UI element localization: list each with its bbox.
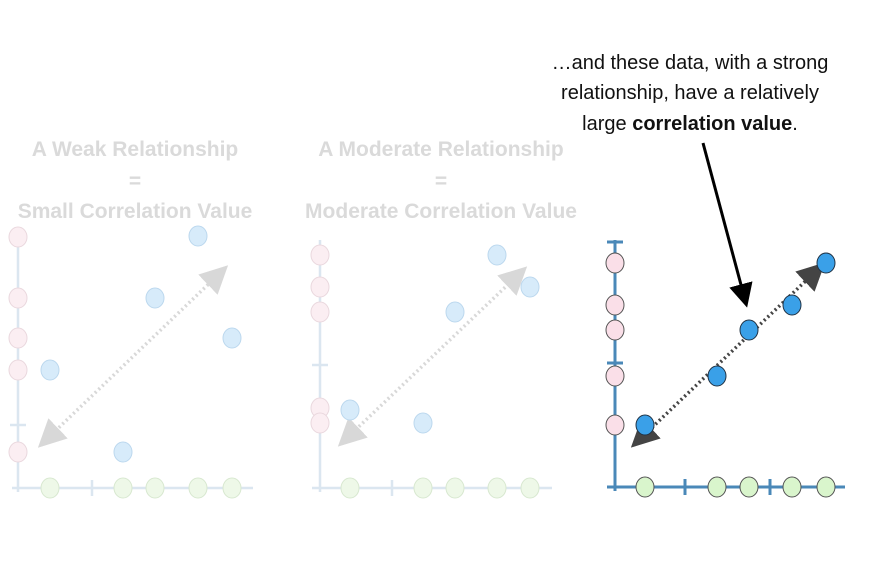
data-dot [635,414,655,436]
x-projection-dot [635,476,655,498]
callout-text: . [792,113,798,135]
data-dot [340,399,360,421]
data-dot [707,365,727,387]
data-dot [145,287,165,309]
y-projection-dot [605,319,625,341]
panel-title: A Weak Relationship [32,138,239,161]
data-dot [445,301,465,323]
y-projection-dot [310,276,330,298]
data-dot [816,252,836,274]
panel-title: = [129,170,141,193]
x-projection-dot [816,476,836,498]
x-projection-dot [413,477,433,499]
callout-text: large [582,113,632,135]
data-dot [413,412,433,434]
y-projection-dot [310,244,330,266]
x-projection-dot [188,477,208,499]
data-dot [113,441,133,463]
y-projection-dot [8,441,28,463]
y-projection-dot [605,365,625,387]
y-projection-dot [310,301,330,323]
x-projection-dot [445,477,465,499]
y-projection-dot [605,252,625,274]
data-dot [40,359,60,381]
data-dot [520,276,540,298]
x-projection-dot [340,477,360,499]
callout-text: large correlation value. [582,113,798,135]
x-projection-dot [113,477,133,499]
data-dot [739,319,759,341]
panel-title: Small Correlation Value [18,200,253,223]
x-projection-dot [222,477,242,499]
x-projection-dot [520,477,540,499]
x-projection-dot [707,476,727,498]
y-projection-dot [8,287,28,309]
callout-bold: correlation value [632,113,792,135]
y-projection-dot [605,294,625,316]
trend-arrow [337,266,528,447]
y-projection-dot [605,414,625,436]
callout-text: …and these data, with a strong [552,52,829,74]
data-dot [782,294,802,316]
trend-arrow [37,265,229,448]
x-projection-dot [739,476,759,498]
x-projection-dot [40,477,60,499]
panel-title: = [435,170,447,193]
x-projection-dot [782,476,802,498]
x-projection-dot [145,477,165,499]
panel-title: Moderate Correlation Value [305,200,577,223]
data-dot [487,244,507,266]
panel-title: A Moderate Relationship [318,138,563,161]
data-dot [222,327,242,349]
x-projection-dot [487,477,507,499]
y-projection-dot [8,327,28,349]
callout-arrow [701,142,753,308]
callout-text: relationship, have a relatively [561,82,819,104]
y-projection-dot [8,226,28,248]
y-projection-dot [310,412,330,434]
data-dot [188,225,208,247]
y-projection-dot [8,359,28,381]
